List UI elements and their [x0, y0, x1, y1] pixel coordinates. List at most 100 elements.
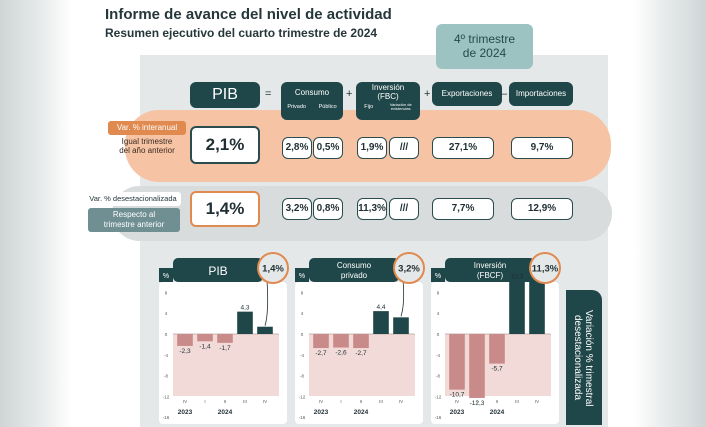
chart-0-xtick: I — [204, 399, 205, 404]
chart-2-ytick: -12 — [435, 394, 442, 399]
chart-0-year-1: 2023 — [178, 409, 193, 416]
chart-1-header — [309, 258, 399, 282]
chart-1-ytick: -12 — [299, 394, 306, 399]
existencias-desest-value: /// — [389, 198, 419, 220]
inversion-header: Inversión (FBC) Fijo Variación de existe… — [356, 82, 420, 120]
chart-0-ytick: 8 — [165, 290, 168, 295]
chart-1-ytick: -8 — [300, 374, 304, 379]
chart-2-title-1: Inversión — [474, 261, 506, 270]
chart-2-data-label: -10,7 — [450, 392, 465, 399]
chart-1-data-label: -2,7 — [355, 350, 367, 357]
consumo-label: Consumo — [294, 88, 330, 97]
publico-interanual-value: 0,5% — [313, 137, 343, 159]
chart-0-connector — [264, 279, 269, 326]
plus-sign-1: + — [346, 88, 353, 100]
chart-1-bar — [353, 334, 369, 349]
fijo-interanual-value: 1,9% — [357, 137, 387, 159]
right-background-edge — [634, 0, 706, 427]
desest-desc: Respecto al trimestre anterior — [88, 208, 180, 232]
chart-1-ytick: -16 — [299, 415, 306, 420]
desest-desc-1: Respecto al — [112, 210, 156, 219]
privado-label: Privado — [287, 104, 306, 110]
chart-0-bar — [237, 311, 253, 334]
chart-2-ytick: -16 — [435, 415, 442, 420]
chart-1-year-1: 2023 — [314, 409, 329, 416]
interanual-desc: Igual trimestre del año anterior — [108, 137, 186, 155]
chart-1-bar — [313, 334, 329, 349]
chart-2-data-label: 10,3 — [511, 273, 524, 280]
seasonal-sidebar: Variación % trimestral desestacionalizad… — [566, 290, 602, 425]
chart-0-bar — [197, 334, 213, 342]
chart-2-bar — [509, 280, 525, 334]
chart-2-title-2: (FBCF) — [477, 271, 504, 280]
chart-1-title-1: Consumo — [337, 261, 372, 270]
importaciones-desest-value: 12,9% — [511, 198, 573, 220]
chart-1-xtick: IV — [399, 399, 403, 404]
pib-desest-value: 1,4% — [190, 191, 260, 227]
chart-0-bar — [177, 334, 193, 346]
chart-0-ytick: -16 — [163, 415, 170, 420]
chart-0-ytick: -8 — [164, 374, 168, 379]
chart-2-bar — [449, 334, 465, 390]
chart-1-ylabel: % — [299, 273, 305, 280]
chart-1-xtick: I — [340, 399, 341, 404]
desest-desc-2: trimestre anterior — [103, 220, 165, 229]
interanual-label: Var. % interanual — [108, 121, 186, 135]
importaciones-header: Importaciones — [509, 82, 573, 106]
inversion-label-1: Inversión — [371, 83, 405, 92]
publico-desest-value: 0,8% — [313, 198, 343, 220]
chart-2-year-2: 2024 — [490, 409, 505, 416]
left-background-edge — [0, 0, 72, 427]
chart-1-bar — [333, 334, 349, 348]
chart-0-xtick: IV — [263, 399, 267, 404]
publico-label: Público — [318, 104, 337, 110]
chart-1-xtick: II — [360, 399, 363, 404]
chart-1-data-label: -2,7 — [315, 350, 327, 357]
chart-0-data-label: -2,3 — [179, 348, 191, 355]
chart-2-header — [445, 258, 535, 282]
chart-1-xtick: IV — [319, 399, 323, 404]
chart-0-data-label: -1,7 — [219, 345, 231, 352]
existencias-label-2: existencias — [390, 106, 411, 111]
chart-0-xtick: II — [224, 399, 227, 404]
chart-2-highlight-circle — [529, 252, 561, 284]
chart-1-ytick: 0 — [301, 332, 304, 337]
existencias-label-1: Variación de — [389, 102, 412, 107]
chart-0-year-2: 2024 — [218, 409, 233, 416]
chart-1-connector — [400, 279, 405, 317]
interanual-desc-2: del año anterior — [119, 146, 175, 155]
chart-2-data-label: -5,7 — [491, 366, 503, 373]
chart-2-xtick: III — [515, 399, 519, 404]
chart-1-bar — [373, 311, 389, 334]
chart-0-title: PIB — [208, 264, 227, 278]
chart-2-ytick: 8 — [437, 290, 440, 295]
chart-2-xtick: II — [496, 399, 499, 404]
fijo-label: Fijo — [364, 104, 374, 110]
sidebar-text: Variación % trimestral desestacionalizad… — [572, 309, 594, 407]
page-title: Informe de avance del nivel de actividad — [105, 6, 392, 23]
chart-1-title-2: privado — [341, 271, 368, 280]
chart-0-header — [173, 258, 263, 282]
chart-0-pct-box — [159, 268, 173, 282]
chart-2-bar — [489, 334, 505, 364]
chart-0-bar — [217, 334, 233, 343]
privado-interanual-value: 2,8% — [282, 137, 312, 159]
chart-2-pct-box — [431, 268, 445, 282]
plus-sign-2: + — [424, 88, 431, 100]
equals-sign: = — [265, 88, 272, 100]
chart-0-highlight-circle — [257, 252, 289, 284]
chart-1-ytick: -4 — [300, 353, 304, 358]
exportaciones-header: Exportaciones — [432, 82, 502, 106]
chart-0-ytick: 4 — [165, 311, 168, 316]
chart-2-xtick: I — [476, 399, 477, 404]
chart-2-xtick: IV — [535, 399, 539, 404]
desest-label: Var. % desestacionalizada — [85, 192, 181, 206]
chart-1-ytick: 8 — [301, 290, 304, 295]
chart-1-data-label: 4,4 — [376, 304, 385, 311]
importaciones-interanual-value: 9,7% — [511, 137, 573, 159]
chart-2-ytick: -4 — [436, 353, 440, 358]
chart-0-highlight-value: 1,4% — [262, 264, 284, 275]
chart-0-data-label: 4,3 — [240, 305, 249, 312]
chart-1-bar — [393, 317, 409, 334]
